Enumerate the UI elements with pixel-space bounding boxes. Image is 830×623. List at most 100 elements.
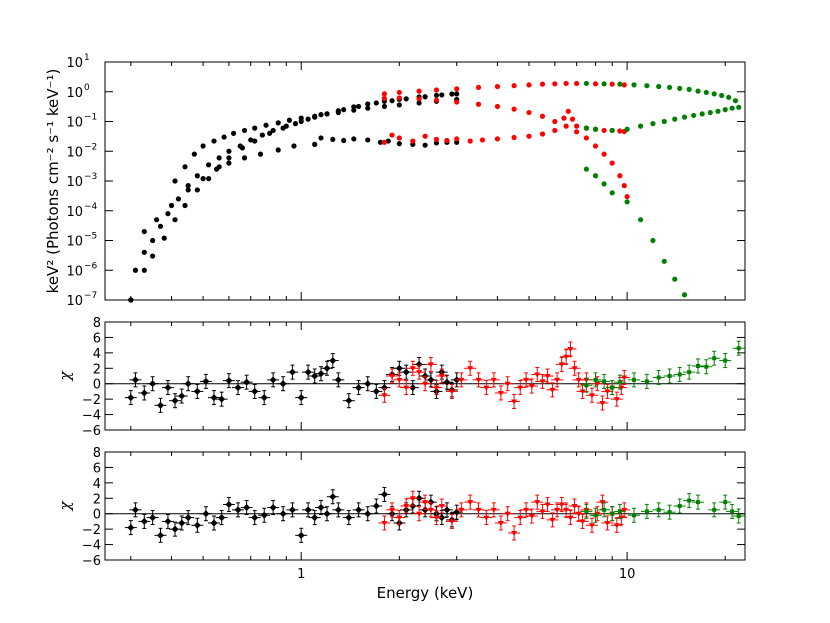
- y-tick-label-exponent: −2: [84, 142, 97, 152]
- data-point-marker: [355, 506, 363, 514]
- data-point-marker: [164, 517, 172, 525]
- data-point: [719, 92, 725, 99]
- data-point-marker: [409, 384, 417, 392]
- data-point-marker: [178, 392, 186, 400]
- data-point: [601, 81, 607, 87]
- data-point: [661, 258, 667, 264]
- data-point-marker: [218, 395, 226, 403]
- y-tick-label: 10: [66, 235, 83, 250]
- data-point-marker: [621, 507, 628, 513]
- data-point: [715, 108, 721, 114]
- data-point: [389, 132, 395, 138]
- data-point-marker: [269, 376, 277, 384]
- y-tick-label-base: 10: [66, 116, 83, 131]
- data-point-marker: [251, 514, 259, 522]
- data-point-marker: [279, 510, 287, 518]
- data-point-marker: [458, 377, 465, 383]
- data-point-marker: [311, 372, 319, 380]
- data-point-marker: [490, 377, 497, 383]
- data-point: [257, 151, 264, 157]
- data-point-marker: [297, 394, 305, 402]
- data-point: [252, 125, 258, 131]
- data-point: [410, 138, 416, 144]
- data-point-marker: [610, 511, 615, 516]
- data-point-marker: [409, 502, 417, 510]
- data-point-marker: [329, 493, 337, 501]
- data-point: [226, 155, 232, 161]
- y-tick-label-exponent: −3: [84, 172, 97, 182]
- data-point-marker: [127, 524, 135, 532]
- data-point: [185, 187, 191, 193]
- data-point: [552, 127, 558, 134]
- data-point: [341, 137, 347, 144]
- x-tick-label: 1: [297, 567, 305, 582]
- data-point-marker: [632, 513, 637, 518]
- y-tick-label-exponent: 1: [84, 53, 90, 63]
- data-point-marker: [422, 381, 429, 387]
- data-point-marker: [599, 401, 606, 406]
- data-point-marker: [730, 509, 735, 514]
- data-point: [681, 292, 688, 298]
- data-point-marker: [621, 375, 628, 381]
- data-point: [422, 142, 428, 148]
- y-tick-label: 0: [93, 378, 101, 393]
- data-point-marker: [329, 357, 337, 365]
- data-point: [624, 126, 630, 132]
- data-point-marker: [549, 387, 556, 393]
- data-point-marker: [448, 519, 455, 525]
- data-point-marker: [712, 507, 717, 512]
- data-point: [141, 267, 147, 273]
- data-point-marker: [467, 366, 474, 372]
- data-point-marker: [372, 502, 380, 510]
- data-point-marker: [602, 507, 607, 512]
- data-point: [194, 173, 200, 179]
- data-point-marker: [164, 384, 172, 392]
- data-point: [617, 81, 623, 87]
- data-point-marker: [490, 507, 497, 513]
- y-tick-label: 4: [93, 477, 101, 492]
- data-point: [539, 81, 546, 87]
- data-point: [172, 178, 178, 184]
- data-point: [672, 276, 678, 282]
- data-point: [601, 127, 607, 134]
- data-point-marker: [409, 366, 416, 372]
- data-point: [275, 147, 281, 153]
- data-point: [494, 103, 501, 110]
- data-point-marker: [234, 506, 242, 514]
- data-point: [389, 98, 395, 104]
- data-point: [592, 173, 599, 179]
- data-point: [592, 81, 599, 87]
- data-point-marker: [497, 390, 504, 396]
- y-tick-label-base: 10: [66, 235, 83, 250]
- data-point: [638, 123, 644, 129]
- data-point: [726, 94, 732, 100]
- data-point: [241, 155, 248, 161]
- data-point-marker: [140, 517, 148, 525]
- data-point-marker: [127, 394, 135, 402]
- data-point-marker: [433, 515, 440, 521]
- y-tick-label: 10: [66, 56, 83, 71]
- data-point: [403, 96, 409, 102]
- data-point-marker: [225, 377, 233, 385]
- data-point-marker: [409, 496, 416, 502]
- data-point-marker: [396, 515, 403, 521]
- y-tick-label: 8: [93, 446, 101, 461]
- data-point: [467, 138, 473, 144]
- x-axis-title: Energy (keV): [377, 584, 474, 602]
- data-point-marker: [140, 389, 148, 397]
- data-point: [194, 187, 200, 193]
- data-point: [539, 113, 546, 119]
- data-point: [707, 109, 713, 116]
- data-point-marker: [171, 397, 179, 405]
- data-point-marker: [736, 346, 741, 351]
- data-point-marker: [443, 506, 451, 514]
- data-point-marker: [317, 504, 325, 512]
- data-point: [592, 126, 599, 132]
- data-point: [141, 249, 147, 255]
- data-point: [552, 81, 558, 87]
- data-point: [475, 84, 482, 91]
- data-point-marker: [438, 374, 445, 379]
- data-point-marker: [554, 507, 561, 513]
- data-point-marker: [504, 381, 511, 387]
- data-point: [141, 228, 147, 235]
